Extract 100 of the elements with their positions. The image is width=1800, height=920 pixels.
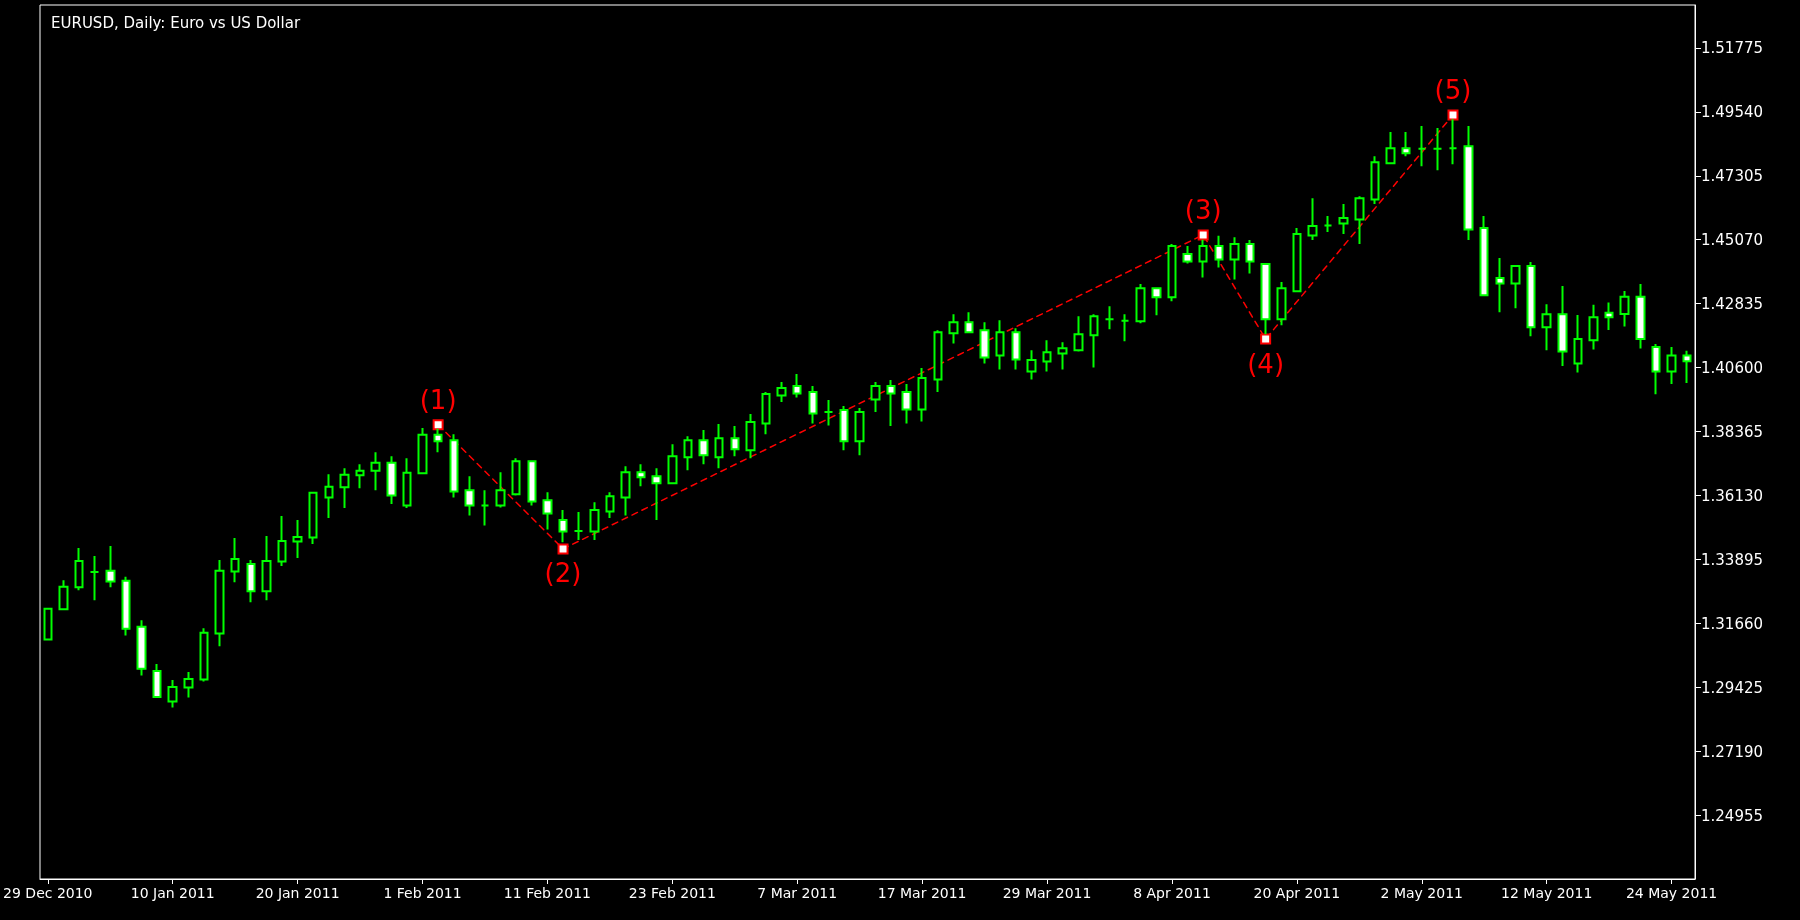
candlestick: [605, 491, 615, 520]
candlestick: [402, 457, 412, 509]
candlestick: [1635, 283, 1646, 350]
candlestick: [1479, 214, 1489, 297]
y-tick-label: 1.38365: [1701, 422, 1764, 441]
x-tick-label: 8 Apr 2011: [1133, 885, 1211, 901]
candlestick: [136, 619, 147, 677]
candlestick: [1073, 315, 1084, 353]
y-tick-label: 1.49540: [1701, 102, 1764, 121]
candlestick: [948, 313, 959, 345]
candlestick: [449, 433, 459, 499]
point: [557, 543, 569, 555]
candlestick: [1167, 243, 1177, 303]
candlestick: [230, 537, 240, 584]
candlestick: [1057, 341, 1068, 371]
y-tick-label: 1.47305: [1701, 166, 1764, 185]
candlestick: [1666, 346, 1677, 386]
candlestick: [1619, 289, 1630, 328]
candlestick: [167, 679, 178, 709]
candlestick: [1026, 349, 1037, 381]
candlestick: [1245, 239, 1255, 275]
candlestick: [901, 383, 912, 425]
candlestick: [1588, 303, 1599, 351]
candlestick: [636, 463, 646, 488]
candlestick: [1214, 234, 1224, 269]
candlestick: [511, 457, 521, 497]
candlestick: [933, 329, 943, 394]
candlestick: [854, 407, 865, 457]
candlestick: [839, 405, 849, 452]
candlestick: [386, 455, 397, 505]
annotation: (3): [1184, 195, 1222, 226]
candlestick: [1557, 285, 1568, 367]
candlestick: [651, 467, 662, 522]
candlestick: [1495, 257, 1505, 314]
candlestick: [1401, 131, 1411, 158]
candlestick: [417, 427, 428, 475]
candlestick: [667, 443, 678, 485]
y-tick-label: 1.27190: [1701, 742, 1764, 761]
candlestick: [199, 627, 209, 683]
candlestick: [542, 491, 553, 531]
candlestick: [1463, 125, 1474, 242]
x-tick-label: 1 Feb 2011: [383, 885, 462, 901]
candlestick: [589, 501, 600, 542]
candlestick: [214, 559, 225, 648]
candlestick: [324, 473, 334, 520]
candlestick: [74, 547, 84, 592]
candlestick: [1089, 313, 1099, 369]
candlestick: [370, 451, 381, 492]
candlestick: [1604, 301, 1614, 331]
candlestick: [1307, 197, 1318, 242]
candlestick: [1104, 305, 1115, 331]
candlestick: [1541, 303, 1552, 352]
candlestick: [105, 545, 116, 589]
y-tick-label: 1.45070: [1701, 230, 1764, 249]
candlestick: [714, 423, 724, 470]
annotation: (2): [544, 558, 582, 589]
text: EURUSD, Daily: Euro vs US Dollar: [51, 13, 301, 32]
candlestick: [730, 425, 740, 458]
point: [1197, 229, 1209, 241]
candlestick: [1011, 327, 1021, 371]
candlestick: [292, 519, 303, 560]
x-tick-label: 29 Mar 2011: [1002, 885, 1092, 901]
x-tick-label: 23 Feb 2011: [628, 885, 716, 901]
annotation: (1): [419, 385, 457, 416]
y-tick-label: 1.40600: [1701, 358, 1764, 377]
candlestick: [1292, 227, 1302, 293]
point: [432, 419, 444, 431]
candlestick: [121, 575, 131, 637]
candlestick: [183, 671, 194, 699]
candlestick: [698, 429, 709, 466]
candlestick: [683, 435, 693, 472]
x-tick-label: 11 Feb 2011: [503, 885, 591, 901]
x-tick-label: 17 Mar 2011: [877, 885, 967, 901]
candlestick: [355, 463, 365, 490]
y-tick-label: 1.51775: [1701, 38, 1764, 57]
x-tick-label: 7 Mar 2011: [757, 885, 838, 901]
candlestick: [761, 391, 771, 436]
x-tick-label: 20 Jan 2011: [255, 885, 340, 901]
y-tick-label: 1.24955: [1701, 806, 1764, 825]
candlestick: [58, 579, 69, 611]
candlestick: [464, 475, 475, 517]
candlestick: [808, 385, 818, 425]
candlestick: [1432, 127, 1443, 172]
candlestick: [1526, 261, 1536, 338]
candlestick: [261, 535, 272, 602]
candlestick: [1510, 265, 1521, 310]
x-tick-label: 12 May 2011: [1501, 885, 1593, 901]
y-tick-label: 1.33895: [1701, 550, 1764, 569]
candlestick: [1354, 195, 1365, 246]
candlestick: [527, 460, 537, 507]
y-tick-label: 1.31660: [1701, 614, 1764, 633]
candlestick: [1385, 131, 1396, 165]
candlestick: [1276, 281, 1287, 327]
candlestick: [480, 489, 490, 527]
candlestick: [573, 510, 584, 542]
candlestick: [1573, 314, 1583, 374]
candlestick: [277, 515, 287, 568]
candlestick: [495, 471, 506, 509]
y-tick-label: 1.36130: [1701, 486, 1764, 505]
candlestick: [870, 381, 881, 414]
